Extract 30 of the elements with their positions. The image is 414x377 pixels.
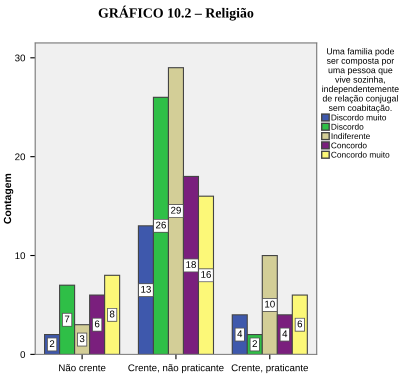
legend-label: Discordo muito — [332, 114, 386, 120]
data-label: 2 — [50, 340, 54, 348]
data-label: 8 — [110, 310, 114, 318]
data-label: 6 — [298, 320, 302, 328]
data-label: 7 — [64, 316, 70, 322]
data-label: 2 — [252, 340, 257, 348]
x-tick-label: Não crente — [59, 364, 106, 372]
data-label: 26 — [156, 222, 166, 228]
data-label: 16 — [201, 271, 211, 278]
data-label: 6 — [94, 320, 100, 328]
legend-label: Concordo muito — [331, 152, 390, 158]
y-tick-label: 20 — [15, 153, 26, 160]
legend-label: Discordo — [332, 124, 364, 130]
y-tick-label: 10 — [15, 252, 26, 260]
data-label: 10 — [265, 300, 275, 308]
y-axis-title: Contagem — [4, 174, 14, 224]
y-tick-label: 0 — [20, 351, 26, 358]
data-label: 18 — [186, 261, 196, 268]
x-tick-label: Crente, praticante — [232, 364, 308, 374]
legend-label: Concordo — [331, 142, 367, 148]
data-label: 4 — [237, 330, 242, 338]
legend-title: Uma familia pode ser composta por uma pessoa que vive sozinha, independentemente de relação conjugal sem coabitação. — [322, 48, 399, 113]
data-label: 4 — [282, 330, 288, 338]
data-label: 13 — [141, 286, 151, 293]
chart-title: GRÁFICO 10.2 – Religião — [98, 6, 254, 21]
data-label: 3 — [80, 335, 84, 342]
y-tick-label: 30 — [15, 54, 26, 62]
legend-label: Indiferente — [332, 132, 370, 140]
data-label: 29 — [171, 206, 181, 214]
x-tick-label: Crente, não praticante — [128, 364, 224, 374]
